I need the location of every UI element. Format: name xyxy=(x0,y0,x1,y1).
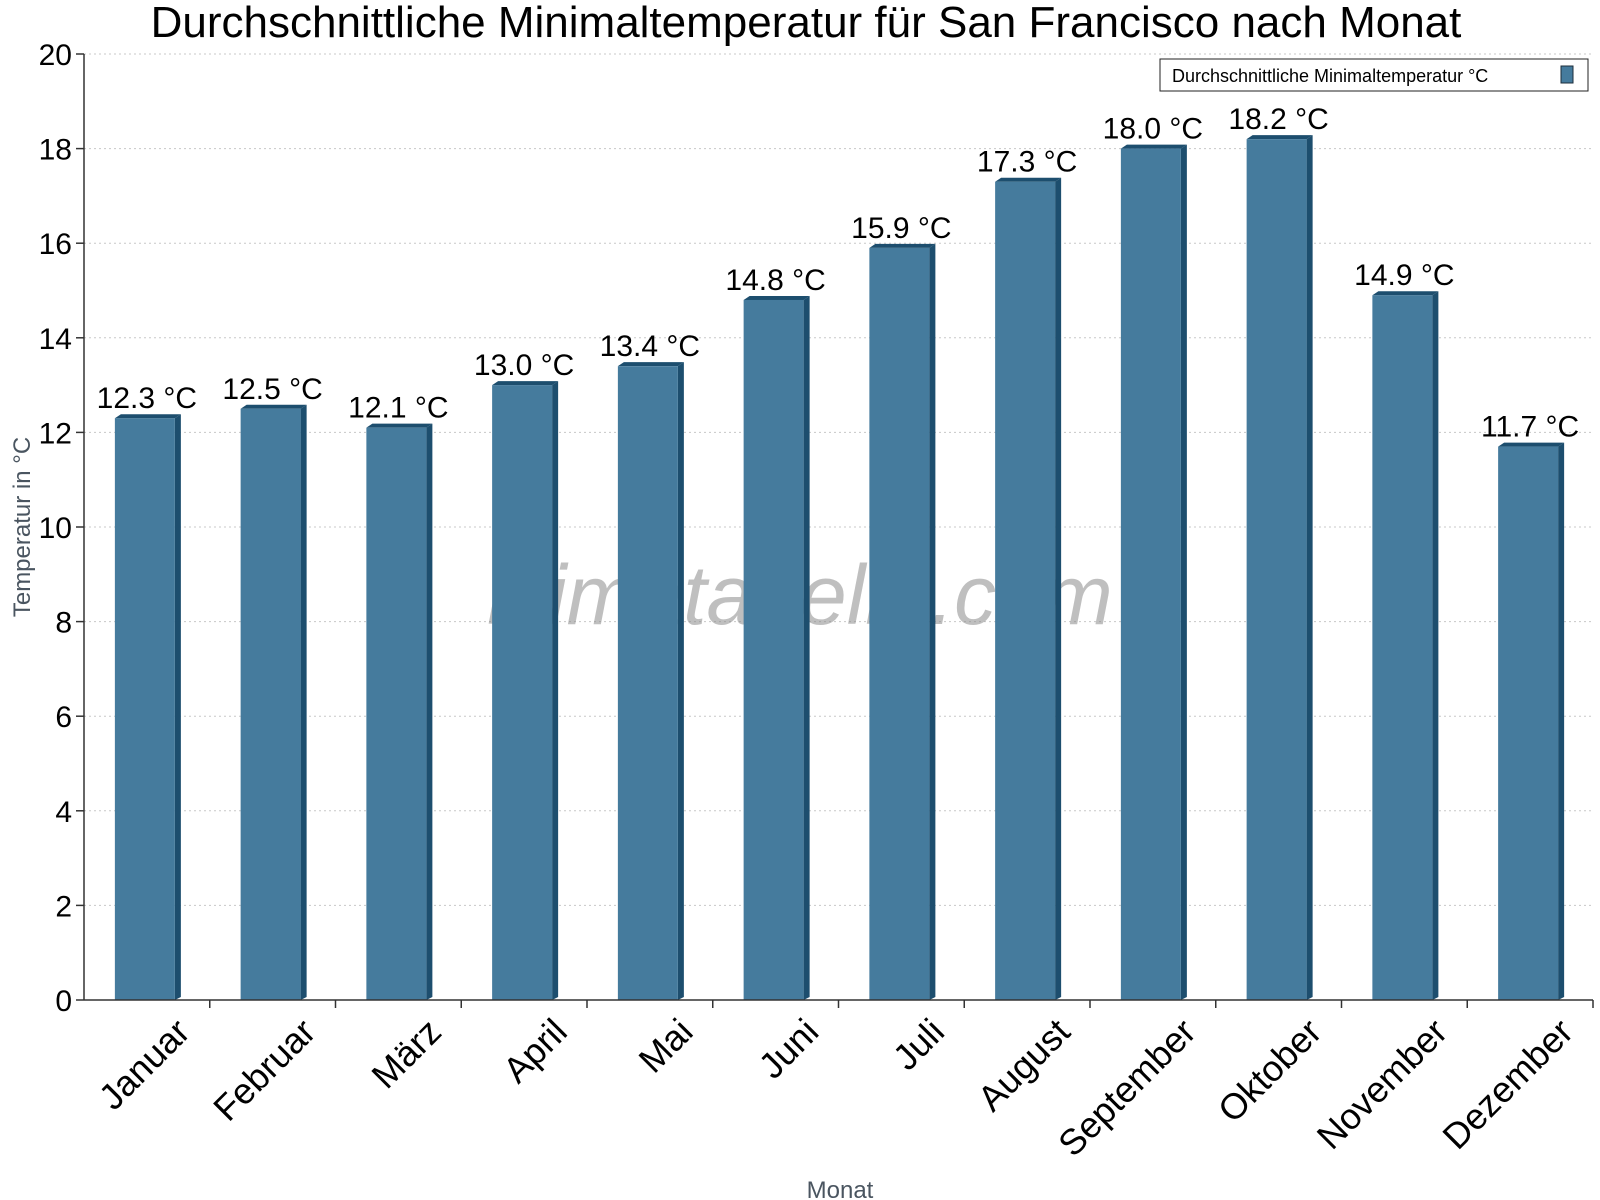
x-tick-label: August xyxy=(970,1011,1078,1119)
y-tick-label: 12 xyxy=(39,417,72,450)
bar-side xyxy=(677,362,684,1000)
bar-side xyxy=(1306,135,1313,1000)
legend-box xyxy=(1159,58,1589,92)
bar xyxy=(743,299,804,1001)
bar-side xyxy=(1180,144,1187,1001)
bar-side xyxy=(426,423,433,1000)
bar-side xyxy=(552,381,559,1001)
bar-top xyxy=(743,295,810,300)
y-axis-title: Temperatur in °C xyxy=(9,437,36,617)
x-tick-label: Mai xyxy=(631,1011,701,1081)
y-tick-label: 10 xyxy=(39,512,72,545)
data-label: 13.4 °C xyxy=(600,330,700,363)
data-label: 18.0 °C xyxy=(1103,113,1203,146)
y-tick-label: 0 xyxy=(55,985,72,1018)
data-label: 15.9 °C xyxy=(851,212,951,245)
bar xyxy=(492,385,553,1001)
x-tick-label: November xyxy=(1309,1011,1455,1157)
bar-top xyxy=(1246,135,1313,140)
data-label: 13.0 °C xyxy=(474,349,574,382)
data-label: 14.8 °C xyxy=(725,264,825,297)
bar-top xyxy=(492,381,559,386)
bar-top xyxy=(240,404,307,409)
data-label: 11.7 °C xyxy=(1481,411,1579,444)
bar-group xyxy=(743,295,810,1001)
x-ticks: Januar Februar März April Mai Juni Juli AugustS… xyxy=(91,1000,1594,1165)
bar-top xyxy=(1372,291,1439,296)
data-label: 18.2 °C xyxy=(1228,103,1328,136)
data-label: 14.9 °C xyxy=(1354,259,1454,292)
y-tick-label: 14 xyxy=(39,323,72,356)
bar-top xyxy=(995,177,1062,182)
x-axis-title: Monat xyxy=(807,1177,874,1200)
bar xyxy=(114,418,175,1001)
bar-side xyxy=(1558,442,1565,1001)
bar-top xyxy=(1120,144,1187,149)
x-tick-label: Januar xyxy=(91,1011,198,1118)
grid-lines xyxy=(84,53,1593,906)
bar-side xyxy=(803,295,810,1001)
bar-top xyxy=(114,414,181,419)
y-tick-label: 8 xyxy=(55,607,72,640)
bar-group xyxy=(995,177,1062,1000)
y-tick-label: 16 xyxy=(39,228,72,261)
x-tick-label: März xyxy=(363,1011,449,1097)
bars xyxy=(114,135,1565,1001)
bar-group xyxy=(1372,291,1439,1001)
bar-side xyxy=(929,243,936,1000)
bar-group xyxy=(617,362,684,1000)
bar-top xyxy=(366,423,433,428)
bar-top xyxy=(617,362,684,367)
bar xyxy=(240,408,301,1000)
bar-top xyxy=(869,243,936,248)
data-label: 12.3 °C xyxy=(97,382,197,415)
bar-group xyxy=(114,414,181,1001)
y-tick-label: 4 xyxy=(55,796,72,829)
x-tick-label: Dezember xyxy=(1434,1011,1580,1157)
bar-side xyxy=(1432,291,1439,1001)
bar-group xyxy=(1120,144,1187,1001)
bar-group xyxy=(366,423,433,1000)
bar xyxy=(1120,148,1181,1001)
x-tick-label: September xyxy=(1050,1011,1204,1165)
bar-side xyxy=(174,414,181,1001)
bar-side xyxy=(300,404,307,1000)
bar-side xyxy=(1055,177,1062,1000)
bar xyxy=(617,366,678,1000)
bar-group xyxy=(492,381,559,1001)
x-tick-label: Juli xyxy=(885,1011,952,1078)
y-tick-label: 20 xyxy=(39,39,72,72)
y-tick-label: 18 xyxy=(39,134,72,167)
y-tick-label: 6 xyxy=(55,701,72,734)
x-tick-label: April xyxy=(495,1011,575,1091)
bar-group xyxy=(240,404,307,1000)
bar-group xyxy=(1246,135,1313,1000)
data-label: 12.1 °C xyxy=(348,392,448,425)
bar xyxy=(869,247,930,1000)
x-tick-label: Juni xyxy=(751,1011,827,1087)
data-label: 12.5 °C xyxy=(222,373,322,406)
bar xyxy=(1246,139,1307,1000)
bar xyxy=(995,181,1056,1000)
bar-group xyxy=(1498,442,1565,1001)
y-tick-label: 2 xyxy=(55,890,72,923)
legend: Durchschnittliche Minimaltemperatur °C xyxy=(1159,58,1589,92)
data-label: 17.3 °C xyxy=(977,146,1077,179)
bar xyxy=(366,427,427,1000)
y-ticks: 0 2 4 6 8 10 12 14 16 18 20 xyxy=(39,39,84,1018)
bar-top xyxy=(1498,442,1565,447)
chart-title: Durchschnittliche Minimaltemperatur für … xyxy=(151,0,1462,47)
bar-group xyxy=(869,243,936,1000)
x-tick-label: Oktober xyxy=(1210,1011,1330,1131)
legend-label: Durchschnittliche Minimaltemperatur °C xyxy=(1172,66,1488,86)
bar xyxy=(1372,295,1433,1001)
x-tick-label: Februar xyxy=(205,1011,323,1129)
value-labels: 12.3 °C 12.5 °C 12.1 °C 13.0 °C 13.4 °C 14.8 … xyxy=(97,103,1580,443)
legend-swatch xyxy=(1560,65,1574,84)
bar xyxy=(1498,446,1559,1001)
